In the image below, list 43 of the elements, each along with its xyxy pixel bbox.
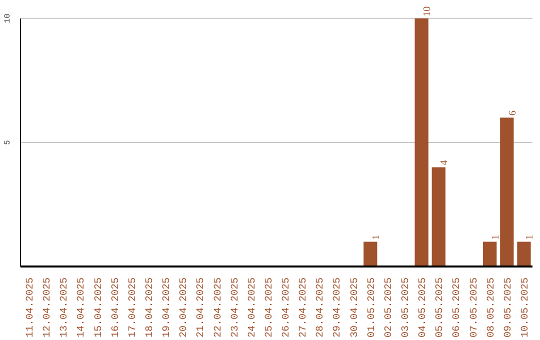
x-tick-label: 07.05.2025: [469, 277, 480, 338]
x-tick-label: 13.04.2025: [60, 277, 71, 338]
bar: [500, 118, 514, 266]
bar: [517, 242, 531, 266]
x-tick-label: 29.04.2025: [332, 277, 344, 338]
x-tick-label: 01.05.2025: [366, 277, 378, 338]
x-tick-label: 20.04.2025: [179, 277, 190, 338]
data-label: 1: [370, 234, 382, 240]
x-tick-label: 19.04.2025: [162, 277, 174, 338]
bar: [483, 242, 497, 266]
x-tick-label: 28.04.2025: [316, 277, 327, 338]
x-tick-label: 24.04.2025: [247, 277, 258, 338]
x-tick-label: 15.04.2025: [94, 277, 105, 338]
x-tick-label: 25.04.2025: [264, 277, 276, 338]
x-tick-label: 04.05.2025: [418, 277, 430, 338]
x-tick-label: 02.05.2025: [384, 277, 395, 338]
x-tick-label: 27.04.2025: [298, 277, 310, 338]
x-tick-label: 03.05.2025: [401, 277, 412, 338]
x-tick-label: 11.04.2025: [26, 277, 37, 338]
x-tick-label: 17.04.2025: [128, 277, 139, 338]
bar: [414, 18, 428, 266]
x-tick-label: 21.04.2025: [196, 277, 208, 338]
x-tick-label: 05.05.2025: [435, 277, 446, 338]
data-label: 6: [507, 110, 518, 116]
x-tick-label: 22.04.2025: [213, 277, 224, 338]
x-tick-label: 30.04.2025: [350, 277, 361, 338]
x-tick-label: 12.04.2025: [42, 277, 54, 338]
x-tick-label: 26.04.2025: [282, 277, 293, 338]
data-label: 10: [422, 6, 434, 16]
bar: [364, 242, 378, 266]
x-tick-label: 10.05.2025: [520, 277, 532, 338]
x-tick-label: 16.04.2025: [110, 277, 122, 338]
x-tick-label: 06.05.2025: [452, 277, 464, 338]
x-tick-label: 08.05.2025: [486, 277, 498, 338]
data-label: 1: [490, 234, 502, 240]
data-label: 1: [524, 234, 536, 240]
x-tick-label: 14.04.2025: [76, 277, 88, 338]
x-tick-label: 23.04.2025: [230, 277, 242, 338]
x-tick-label: 09.05.2025: [503, 277, 514, 338]
bar: [432, 167, 446, 266]
y-tick-label: 5: [4, 140, 12, 145]
data-label: 4: [439, 160, 450, 166]
x-tick-label: 18.04.2025: [145, 277, 156, 338]
